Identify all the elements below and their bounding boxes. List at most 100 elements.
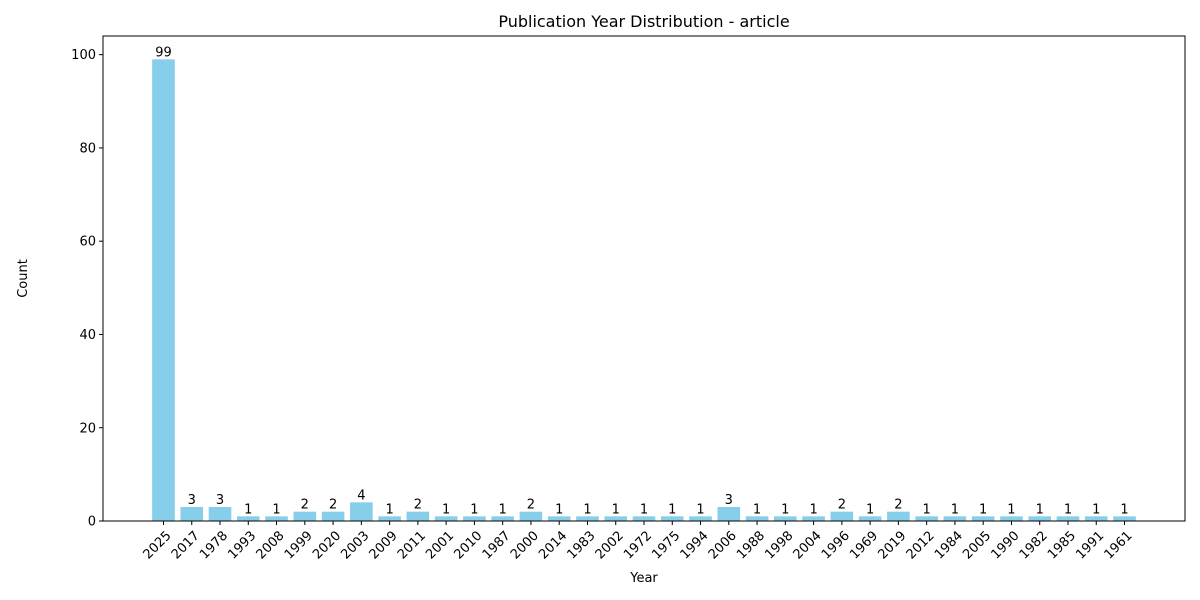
bar-2004 [802,516,825,521]
bar-2006 [717,507,741,521]
x-tick-label-1999: 1999 [282,528,316,562]
x-tick-label-1969: 1969 [847,528,881,562]
plot-area: 99 3 3 1 1 2 2 4 1 2 1 1 1 2 1 1 1 1 1 1 3 1 1 1 2 1 2 1 1 1 1 1 1 1 1 [152,45,1136,521]
data-label-1996: 2 [838,498,846,513]
bar-1978 [208,507,232,521]
data-label-1987: 1 [499,502,507,517]
bar-2009 [378,516,401,521]
data-label-2004: 1 [809,502,817,517]
x-tick-label-1985: 1985 [1045,528,1079,562]
x-axis-title: Year [629,571,658,586]
bar-2014 [547,516,571,521]
y-tick-label-20: 20 [79,421,96,436]
data-label-1985: 1 [1064,502,1072,517]
bar-2001 [434,516,458,521]
bar-2012 [915,516,938,521]
y-axis-title: Count [16,259,31,298]
data-label-2009: 1 [385,502,393,517]
bar-2003 [350,502,373,521]
x-tick-label-1996: 1996 [819,528,853,562]
data-label-2017: 3 [188,493,196,508]
x-tick-label-2025: 2025 [141,528,175,562]
x-tick-label-1994: 1994 [678,528,712,562]
x-tick-label-2001: 2001 [423,528,457,562]
x-tick-label-2011: 2011 [395,528,429,562]
data-label-1978: 3 [216,493,224,508]
data-label-1990: 1 [1007,502,1015,517]
bar-1994 [689,516,712,521]
y-tick-label-0: 0 [88,515,96,530]
bar-2017 [180,507,204,521]
x-tick-label-1982: 1982 [1017,528,1051,562]
data-label-2019: 2 [894,498,902,513]
bar-1984 [943,516,967,521]
bar-1991 [1084,516,1108,521]
data-label-1969: 1 [866,502,874,517]
bar-1990 [1000,516,1023,521]
x-tick-label-2017: 2017 [169,528,203,562]
x-tick-label-2005: 2005 [960,528,994,562]
x-tick-label-2000: 2000 [508,528,542,562]
bar-1983 [576,516,599,521]
data-label-2008: 1 [272,502,280,517]
data-label-1998: 1 [781,502,789,517]
bar-2005 [971,516,995,521]
data-label-2002: 1 [612,502,620,517]
y-tick-label-100: 100 [71,48,96,63]
data-label-2006: 3 [725,493,733,508]
bar-1961 [1113,516,1136,521]
data-label-2005: 1 [979,502,987,517]
x-tick-label-1984: 1984 [932,528,966,562]
x-tick-label-1972: 1972 [621,528,655,562]
data-label-1983: 1 [583,502,591,517]
bar-2020 [321,511,345,521]
bar-1996 [830,511,854,521]
plot-frame [102,35,1186,522]
data-label-2003: 4 [357,488,365,503]
data-label-2011: 2 [414,498,422,513]
bar-1999 [293,511,317,521]
bar-1988 [745,516,769,521]
bar-2008 [265,516,288,521]
x-tick-label-2002: 2002 [593,528,627,562]
bar-2010 [463,516,486,521]
data-label-2010: 1 [470,502,478,517]
x-axis-ticks: 2025201719781993200819992020200320092011… [141,521,1136,562]
x-tick-label-2020: 2020 [310,528,344,562]
x-tick-label-1988: 1988 [734,528,768,562]
x-tick-label-2009: 2009 [367,528,401,562]
bar-2025 [152,59,175,521]
data-label-1999: 2 [301,498,309,513]
data-label-1982: 1 [1036,502,1044,517]
y-tick-label-80: 80 [79,141,96,156]
x-tick-label-1993: 1993 [225,528,259,562]
data-label-1991: 1 [1092,502,1100,517]
bar-1982 [1028,516,1052,521]
x-tick-label-2012: 2012 [904,528,938,562]
x-tick-label-2019: 2019 [875,528,909,562]
x-tick-label-2004: 2004 [791,528,825,562]
data-label-2000: 2 [527,498,535,513]
bar-1985 [1056,516,1080,521]
x-tick-label-2010: 2010 [451,528,485,562]
x-tick-label-2003: 2003 [338,528,372,562]
x-tick-label-2006: 2006 [706,528,740,562]
data-label-2020: 2 [329,498,337,513]
x-tick-label-1975: 1975 [649,528,683,562]
data-label-1988: 1 [753,502,761,517]
x-tick-label-1983: 1983 [565,528,599,562]
data-label-1972: 1 [640,502,648,517]
bar-2002 [604,516,628,521]
bar-1972 [632,516,656,521]
x-tick-label-1991: 1991 [1073,528,1107,562]
x-tick-label-2014: 2014 [536,528,570,562]
data-label-2012: 1 [923,502,931,517]
y-tick-label-60: 60 [79,235,96,250]
bar-2000 [519,511,543,521]
data-label-1994: 1 [696,502,704,517]
y-tick-label-40: 40 [79,328,96,343]
x-tick-label-2008: 2008 [254,528,288,562]
x-tick-label-1987: 1987 [480,528,514,562]
data-label-1993: 1 [244,502,252,517]
